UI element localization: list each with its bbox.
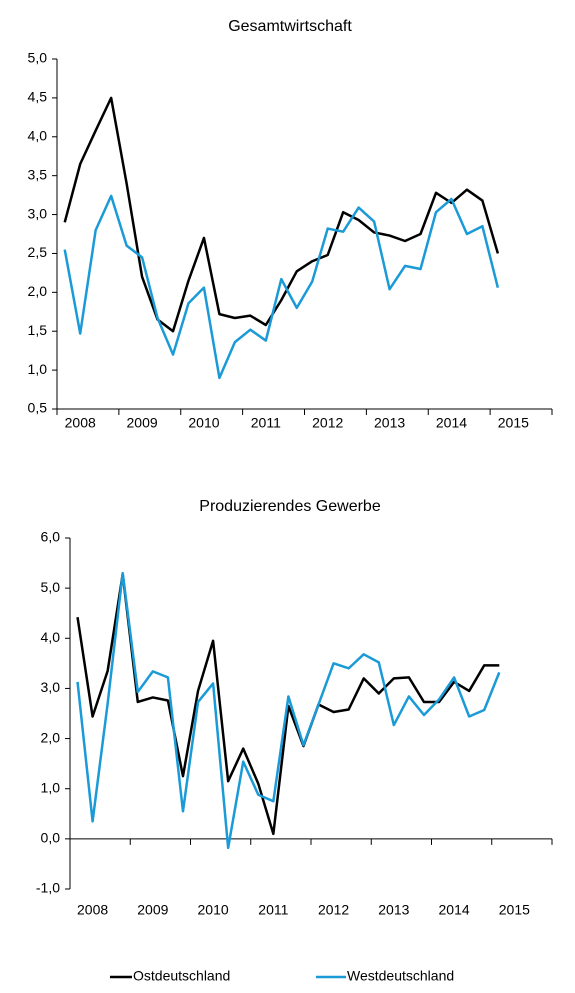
x-tick-label: 2011 (258, 902, 288, 918)
series-line (63, 194, 500, 380)
y-tick-label: 0,5 (28, 400, 48, 416)
x-tick-label: 2014 (436, 415, 467, 431)
y-tick-label: 2,0 (41, 729, 61, 745)
x-tick-label: 2009 (137, 902, 168, 918)
x-tick-label: 2009 (127, 415, 158, 431)
series-line (76, 571, 501, 850)
y-tick-label: 1,5 (28, 322, 48, 338)
x-tick-label: 2012 (318, 902, 349, 918)
x-tick-label: 2010 (188, 415, 219, 431)
x-tick-label: 2015 (498, 415, 529, 431)
y-tick-label: 4,5 (28, 89, 48, 105)
x-tick-label: 2010 (198, 902, 229, 918)
y-tick-label: 1,0 (28, 361, 48, 377)
x-tick-label: 2014 (439, 902, 470, 918)
y-tick-label: 0,0 (41, 830, 61, 846)
x-tick-label: 2008 (77, 902, 108, 918)
series-line (63, 96, 500, 333)
legend-label: Ostdeutschland (133, 968, 230, 984)
y-tick-label: 4,0 (28, 127, 48, 143)
y-tick-label: 5,0 (28, 50, 48, 66)
legend-label: Westdeutschland (347, 968, 454, 984)
y-tick-label: 5,0 (41, 579, 61, 595)
x-tick-label: 2012 (312, 415, 343, 431)
chart-title: Produzierendes Gewerbe (199, 498, 381, 515)
x-tick-label: 2011 (251, 415, 281, 431)
x-tick-label: 2015 (499, 902, 530, 918)
x-tick-label: 2008 (65, 415, 96, 431)
y-tick-label: 4,0 (41, 629, 61, 645)
x-tick-label: 2013 (374, 415, 405, 431)
x-tick-label: 2013 (378, 902, 409, 918)
series-line (76, 572, 500, 836)
y-tick-label: 3,0 (28, 205, 48, 221)
y-tick-label: 6,0 (41, 529, 61, 545)
y-tick-label: -1,0 (36, 880, 60, 896)
y-tick-label: 3,5 (28, 166, 48, 182)
y-tick-label: 1,0 (41, 779, 61, 795)
chart-title: Gesamtwirtschaft (228, 18, 352, 35)
y-tick-label: 2,5 (28, 244, 48, 260)
y-tick-label: 3,0 (41, 679, 61, 695)
y-tick-label: 2,0 (28, 283, 48, 299)
